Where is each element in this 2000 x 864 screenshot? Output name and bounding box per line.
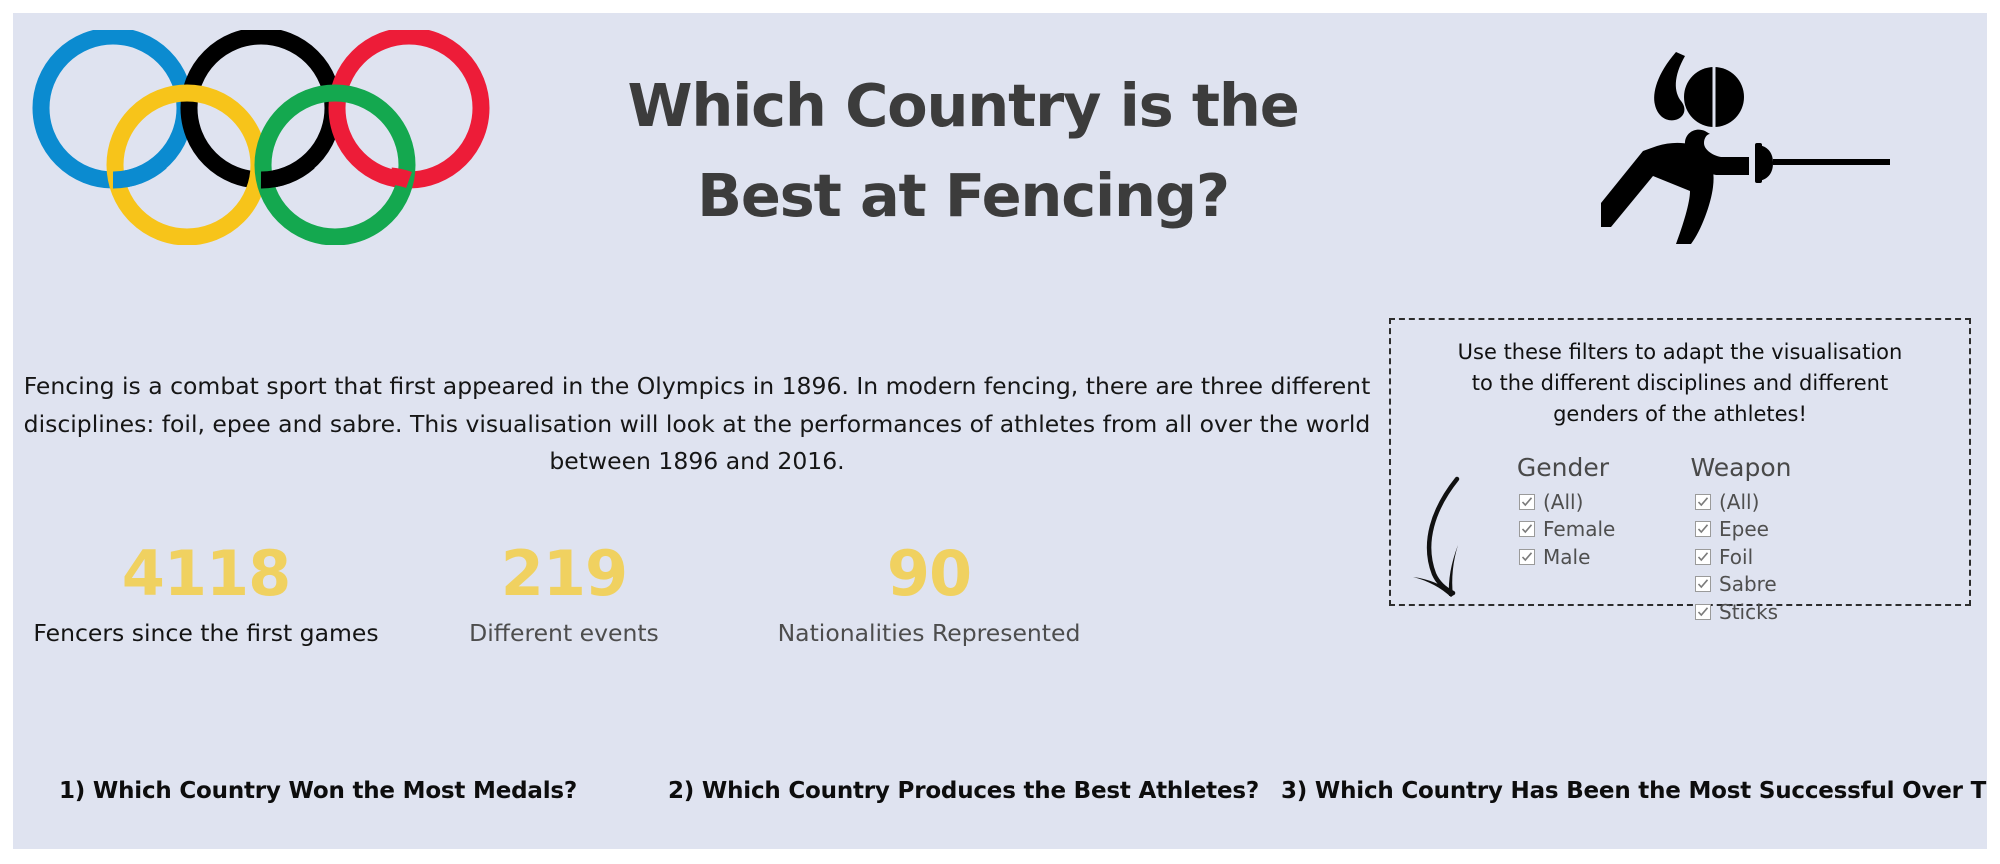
kpi-nationalities: 90 Nationalities Represented	[739, 537, 1119, 647]
filter-gender-option-male[interactable]: Male	[1481, 543, 1651, 571]
checkbox-checked-icon[interactable]	[1695, 548, 1711, 565]
olympic-rings-logo	[21, 27, 561, 246]
filter-weapon-option-all[interactable]: (All)	[1651, 488, 1841, 516]
filter-weapon-option-epee[interactable]: Epee	[1651, 516, 1841, 544]
filter-group-weapon: Weapon (All) Epee Foil	[1651, 453, 1841, 626]
filter-weapon-option-all-label: (All)	[1719, 489, 1760, 514]
page-title: Which Country is the Best at Fencing?	[558, 61, 1368, 240]
nav-link-best-athletes[interactable]: 2) Which Country Produces the Best Athle…	[668, 778, 1259, 804]
checkbox-checked-icon[interactable]	[1695, 576, 1711, 593]
intro-paragraph: Fencing is a combat sport that first app…	[23, 372, 1371, 476]
nav-link-most-medals[interactable]: 1) Which Country Won the Most Medals?	[59, 778, 578, 804]
filter-gender-title: Gender	[1516, 453, 1610, 482]
filter-gender-option-all[interactable]: (All)	[1481, 488, 1651, 516]
curved-arrow-icon	[1411, 475, 1511, 600]
filter-gender-option-all-label: (All)	[1543, 489, 1584, 514]
checkbox-checked-icon[interactable]	[1519, 521, 1535, 538]
filter-group-gender: Gender (All) Female Male	[1481, 453, 1651, 571]
filter-gender-option-female[interactable]: Female	[1481, 516, 1651, 544]
filter-help-line-1: Use these filters to adapt the visualisa…	[1457, 340, 1903, 364]
filter-help-line-3: genders of the athletes!	[1553, 402, 1807, 427]
page-title-line-2: Best at Fencing?	[697, 160, 1230, 230]
kpi-row: 4118 Fencers since the first games 219 D…	[23, 537, 1373, 647]
bottom-navigation: 1) Which Country Won the Most Medals? 2)…	[13, 778, 1987, 818]
kpi-nationalities-value: 90	[886, 537, 972, 610]
checkbox-checked-icon[interactable]	[1519, 548, 1535, 565]
filter-weapon-option-sticks-label: Sticks	[1719, 599, 1779, 624]
kpi-events: 219 Different events	[389, 537, 739, 647]
filter-gender-option-male-label: Male	[1543, 544, 1591, 569]
filter-weapon-option-sabre-label: Sabre	[1719, 572, 1777, 597]
filter-help-text: Use these filters to adapt the visualisa…	[1391, 337, 1969, 430]
checkbox-checked-icon[interactable]	[1695, 521, 1711, 538]
filter-weapon-option-sticks[interactable]: Sticks	[1651, 598, 1841, 626]
kpi-events-label: Different events	[469, 618, 659, 647]
filter-weapon-option-epee-label: Epee	[1719, 517, 1769, 542]
kpi-nationalities-label: Nationalities Represented	[777, 618, 1081, 647]
filter-weapon-option-foil-label: Foil	[1719, 544, 1754, 569]
kpi-fencers-label: Fencers since the first games	[33, 618, 379, 647]
kpi-fencers: 4118 Fencers since the first games	[23, 537, 389, 647]
nav-link-most-successful-over-time[interactable]: 3) Which Country Has Been the Most Succe…	[1281, 778, 1987, 804]
fencing-pictogram-icon	[1573, 35, 1903, 245]
kpi-events-value: 219	[500, 537, 628, 610]
checkbox-checked-icon[interactable]	[1695, 493, 1711, 510]
filter-weapon-option-sabre[interactable]: Sabre	[1651, 571, 1841, 599]
checkbox-checked-icon[interactable]	[1519, 493, 1535, 510]
filter-weapon-option-foil[interactable]: Foil	[1651, 543, 1841, 571]
filter-help-line-2: to the different disciplines and differe…	[1471, 371, 1889, 396]
filter-panel: Use these filters to adapt the visualisa…	[1389, 318, 1971, 624]
checkbox-checked-icon[interactable]	[1695, 603, 1711, 620]
page-title-line-1: Which Country is the	[627, 71, 1299, 140]
filter-gender-option-female-label: Female	[1543, 517, 1616, 542]
kpi-fencers-value: 4118	[121, 537, 292, 610]
filter-weapon-title: Weapon	[1690, 453, 1792, 482]
dashboard-canvas: Which Country is the Best at Fencing?	[13, 13, 1987, 849]
